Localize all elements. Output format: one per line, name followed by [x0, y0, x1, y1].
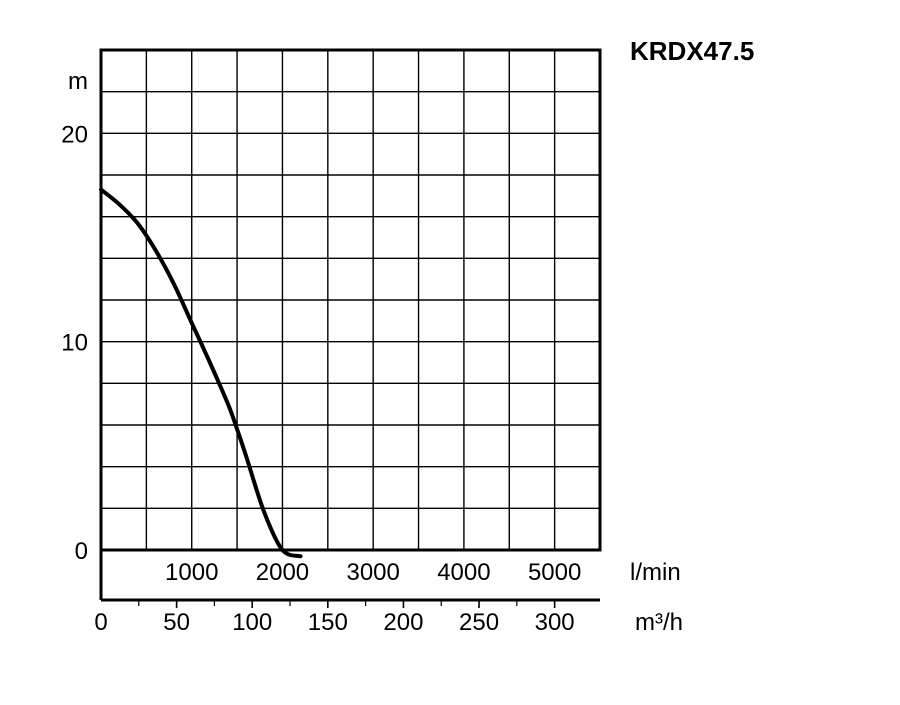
y-tick-label-2: 20 [61, 121, 88, 148]
series [99, 187, 303, 559]
y-tick-label-1: 10 [61, 330, 88, 357]
y-axis-unit: m [68, 68, 88, 95]
x-primary-tick-label-3: 4000 [437, 559, 490, 586]
plot-frame [99, 48, 602, 552]
x-secondary-tick-label-5: 250 [459, 609, 499, 636]
x-primary-tick-label-2: 3000 [346, 559, 399, 586]
x-secondary-tick-label-3: 150 [308, 609, 348, 636]
x-primary-tick-label-0: 1000 [165, 559, 218, 586]
grid [101, 50, 600, 550]
x-primary-tick-label-1: 2000 [256, 559, 309, 586]
x-primary-tick-label-4: 5000 [528, 559, 581, 586]
x-secondary-tick-label-4: 200 [383, 609, 423, 636]
x-axis-unit-secondary: m³/h [635, 609, 683, 636]
x-secondary-tick-label-1: 50 [163, 609, 190, 636]
x-secondary-tick-label-6: 300 [535, 609, 575, 636]
x-secondary-tick-label-2: 100 [232, 609, 272, 636]
x-axis-unit-primary: l/min [630, 559, 681, 586]
y-tick-label-0: 0 [75, 538, 88, 565]
axes [99, 48, 602, 608]
chart-title: KRDX47.5 [630, 36, 754, 66]
pump-curve-line-0 [99, 187, 303, 559]
x-secondary-tick-label-0: 0 [94, 609, 107, 636]
